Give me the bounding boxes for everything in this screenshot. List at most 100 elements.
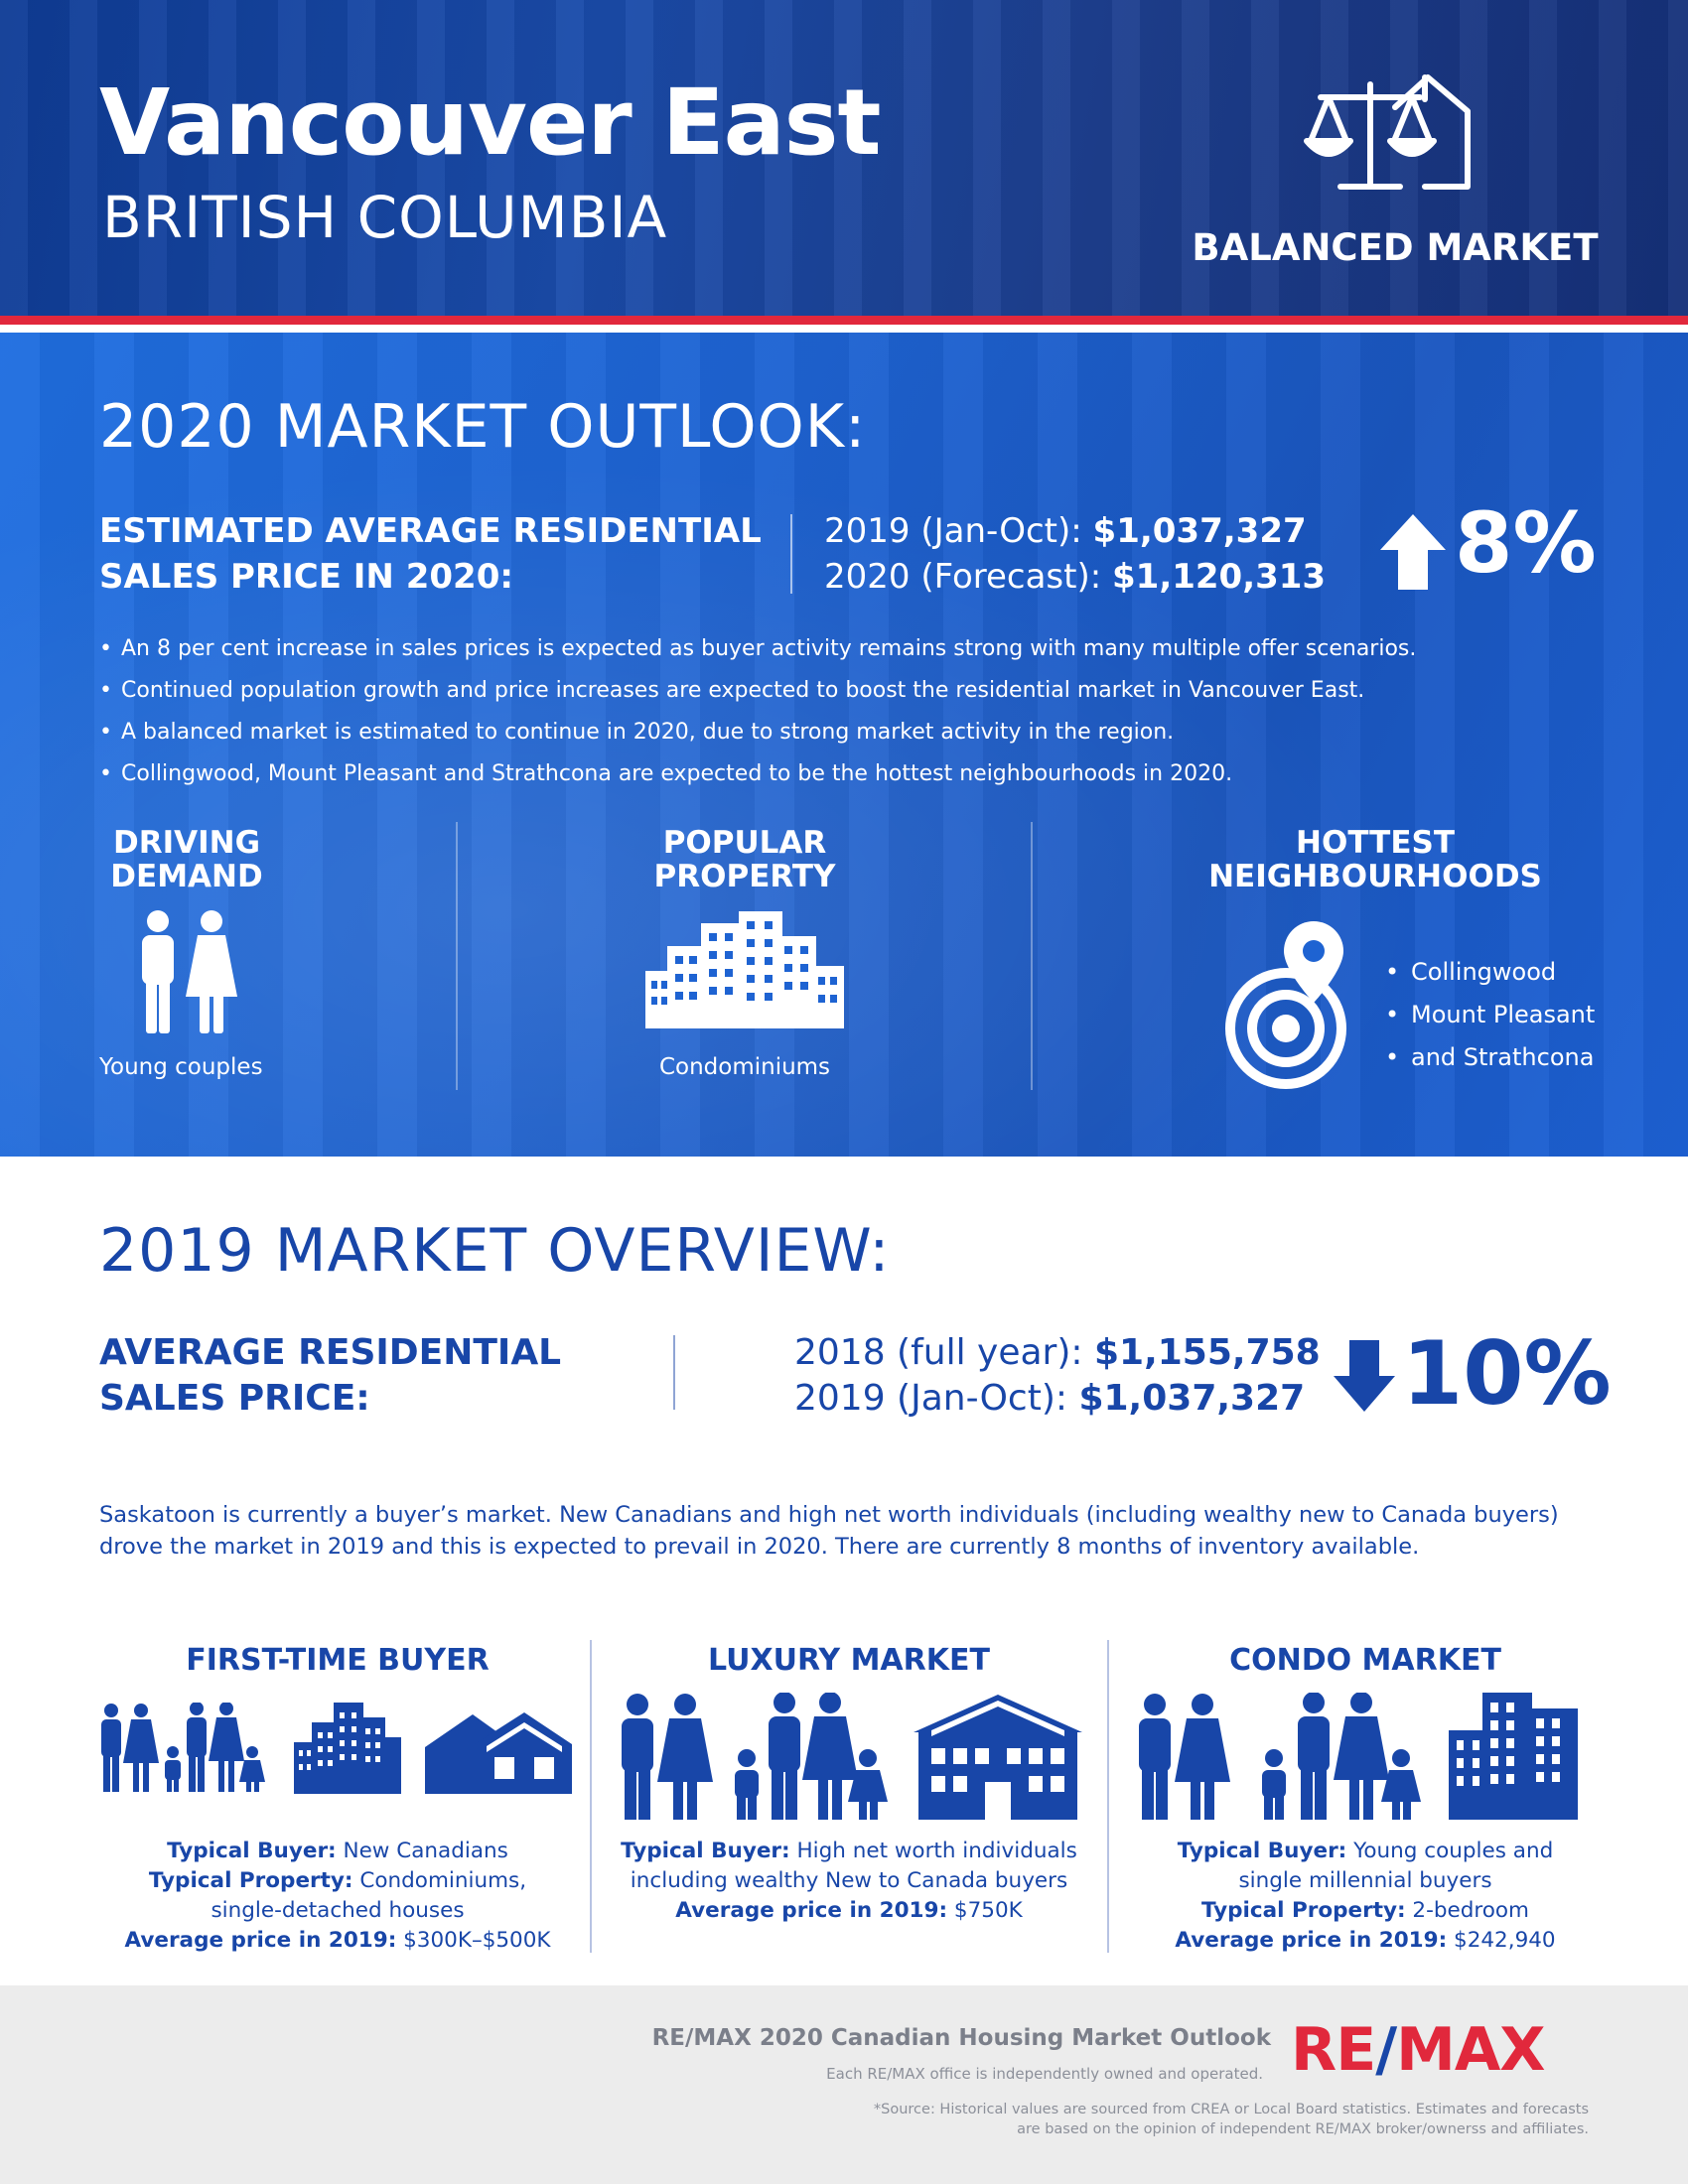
condo-market-details: Typical Buyer: Young couples and single … xyxy=(1117,1837,1614,1956)
footer-title: RE/MAX 2020 Canadian Housing Market Outl… xyxy=(651,2025,1271,2051)
label-line: SALES PRICE IN 2020: xyxy=(99,557,513,597)
price-row: 2019 (Jan-Oct): $1,037,327 xyxy=(794,1376,1321,1422)
detail-value: High net worth individuals xyxy=(789,1839,1077,1863)
bullet-text: A balanced market is estimated to contin… xyxy=(121,720,1175,745)
detail-row: including wealthy New to Canada buyers xyxy=(630,1868,1068,1893)
heading-line: DRIVING xyxy=(112,825,261,861)
detail-value: $750K xyxy=(947,1898,1023,1923)
price-label: 2018 (full year): xyxy=(794,1332,1094,1373)
source-line: *Source: Historical values are sourced f… xyxy=(873,2102,1589,2117)
logo-slash: / xyxy=(1375,2015,1397,2085)
detail-row: Typical Buyer: High net worth individual… xyxy=(601,1837,1097,1866)
condo-market-heading: CONDO MARKET xyxy=(1229,1643,1501,1678)
condo-market-icons xyxy=(1139,1693,1578,1820)
neighbourhood-name: Collingwood xyxy=(1411,958,1557,986)
luxury-market-heading: LUXURY MARKET xyxy=(708,1643,990,1678)
down-arrow-icon xyxy=(1334,1340,1395,1412)
outlook-bullets: • An 8 per cent increase in sales prices … xyxy=(99,628,1416,795)
detail-label: Average price in 2019: xyxy=(675,1898,948,1923)
family-icon xyxy=(1139,1693,1421,1820)
price-row: 2020 (Forecast): $1,120,313 xyxy=(824,554,1326,600)
outlook-prices: 2019 (Jan-Oct): $1,037,327 2020 (Forecas… xyxy=(824,508,1326,600)
price-row: 2019 (Jan-Oct): $1,037,327 xyxy=(824,508,1326,554)
outlook-heading: 2020 MARKET OUTLOOK: xyxy=(99,392,867,462)
bullet-text: Collingwood, Mount Pleasant and Strathco… xyxy=(121,761,1233,786)
overview-change-percent: 10% xyxy=(1402,1322,1612,1425)
detail-label: Average price in 2019: xyxy=(1175,1928,1448,1953)
logo-text: RE xyxy=(1291,2015,1376,2085)
source-note: *Source: Historical values are sourced f… xyxy=(596,2100,1589,2139)
first-time-buyer-icons xyxy=(101,1703,572,1794)
couple-icon xyxy=(142,910,237,1033)
price-value: $1,120,313 xyxy=(1112,557,1327,597)
detail-row: single millennial buyers xyxy=(1238,1868,1492,1893)
list-item: • Continued population growth and price i… xyxy=(99,678,1365,703)
detail-label: Typical Property: xyxy=(1200,1898,1406,1923)
average-price-label: AVERAGE RESIDENTIAL SALES PRICE: xyxy=(99,1330,561,1422)
detail-value: 2-bedroom xyxy=(1405,1898,1529,1923)
overview-paragraph: Saskatoon is currently a buyer’s market.… xyxy=(99,1502,1559,1560)
price-label: 2019 (Jan-Oct): xyxy=(824,511,1093,551)
list-item: • Mount Pleasant xyxy=(1385,1001,1596,1028)
vertical-divider xyxy=(673,1335,675,1410)
detail-value: $300K–$500K xyxy=(396,1928,551,1953)
overview-prices: 2018 (full year): $1,155,758 2019 (Jan-O… xyxy=(794,1330,1321,1422)
price-value: $1,037,327 xyxy=(1092,511,1307,551)
footer xyxy=(0,1985,1688,2184)
first-time-buyer-details: Typical Buyer: New Canadians Typical Pro… xyxy=(84,1837,591,1956)
label-line: SALES PRICE: xyxy=(99,1378,370,1419)
popular-property-caption: Condominiums xyxy=(658,1054,831,1080)
label-line: AVERAGE RESIDENTIAL xyxy=(99,1332,562,1373)
up-arrow-icon xyxy=(1380,514,1446,590)
page-subtitle: BRITISH COLUMBIA xyxy=(102,184,668,251)
market-type-badge: BALANCED MARKET xyxy=(1192,226,1599,269)
condo-buildings-icon xyxy=(645,911,844,1028)
remax-logo: RE/MAX xyxy=(1291,2015,1546,2085)
detail-label: Typical Buyer: xyxy=(167,1839,337,1863)
list-item: • Collingwood xyxy=(1385,958,1557,986)
list-item: • Collingwood, Mount Pleasant and Strathc… xyxy=(99,761,1233,786)
bullet-text: An 8 per cent increase in sales prices i… xyxy=(121,636,1417,661)
detail-value: New Canadians xyxy=(336,1839,508,1863)
detail-row: single-detached houses xyxy=(211,1898,465,1923)
popular-property-heading: POPULAR PROPERTY xyxy=(596,826,894,893)
location-target-icon xyxy=(1225,921,1346,1089)
heading-line: PROPERTY xyxy=(653,859,836,894)
detail-row: Average price in 2019: $300K–$500K xyxy=(84,1926,591,1956)
header-banner xyxy=(0,0,1688,316)
column-divider xyxy=(456,822,458,1090)
detail-value: Young couples and xyxy=(1346,1839,1554,1863)
heading-line: DEMAND xyxy=(110,859,263,894)
hottest-neighbourhoods-heading: HOTTEST NEIGHBOURHOODS xyxy=(1172,826,1579,893)
price-value: $1,155,758 xyxy=(1093,1332,1321,1373)
detail-value: Condominiums, xyxy=(352,1868,527,1893)
logo-text: MAX xyxy=(1396,2015,1545,2085)
hottest-neighbourhoods-list: • Collingwood • Mount Pleasant • and Strath… xyxy=(1385,951,1595,1079)
driving-demand-heading: DRIVING DEMAND xyxy=(87,826,286,893)
detail-row: Average price in 2019: $750K xyxy=(601,1896,1097,1926)
footer-subtitle: Each RE/MAX office is independently owne… xyxy=(826,2065,1263,2083)
label-line: ESTIMATED AVERAGE RESIDENTIAL xyxy=(99,511,762,551)
family-icon xyxy=(622,1693,888,1820)
column-divider xyxy=(590,1640,592,1953)
outlook-change-percent: 8% xyxy=(1455,494,1597,592)
house-icon xyxy=(425,1712,572,1794)
bullet-text: Continued population growth and price in… xyxy=(121,678,1365,703)
luxury-market-icons xyxy=(622,1693,1082,1820)
page-title: Vancouver East xyxy=(99,69,881,176)
divider-stripe xyxy=(0,325,1688,333)
detail-value: $242,940 xyxy=(1447,1928,1556,1953)
heading-line: POPULAR xyxy=(662,825,827,861)
detail-row: Typical Buyer: New Canadians xyxy=(84,1837,591,1866)
column-divider xyxy=(1031,822,1033,1090)
detail-label: Typical Buyer: xyxy=(621,1839,790,1863)
detail-label: Average price in 2019: xyxy=(124,1928,397,1953)
detail-label: Typical Property: xyxy=(148,1868,353,1893)
price-row: 2018 (full year): $1,155,758 xyxy=(794,1330,1321,1376)
first-time-buyer-heading: FIRST-TIME BUYER xyxy=(186,1643,490,1678)
outlook-section xyxy=(0,333,1688,1157)
driving-demand-caption: Young couples xyxy=(99,1054,263,1080)
family-icon xyxy=(101,1703,265,1792)
list-item: • and Strathcona xyxy=(1385,1043,1595,1071)
detail-row: Typical Property: Condominiums, xyxy=(84,1866,591,1896)
